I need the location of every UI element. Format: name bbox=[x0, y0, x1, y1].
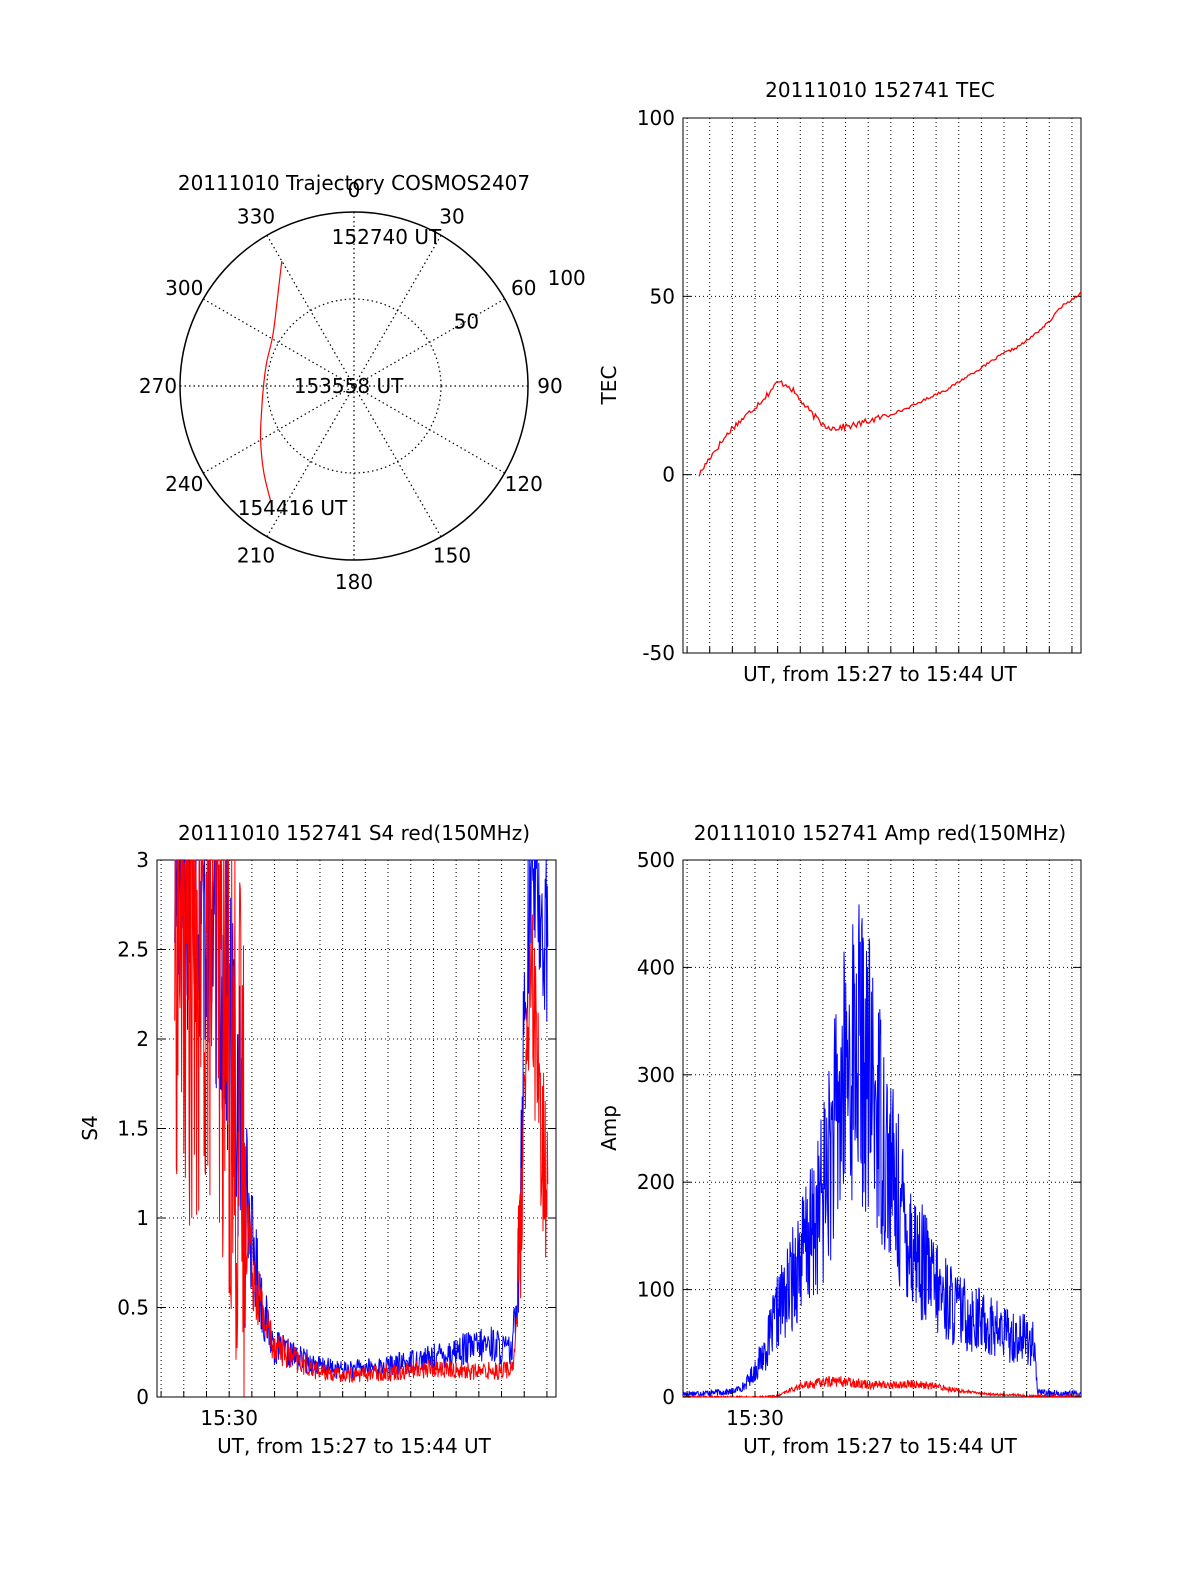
y-tick-label: 1.5 bbox=[117, 1117, 149, 1141]
polar-radial-labels: 50 100 bbox=[454, 266, 586, 334]
polar-time-annotation: 154416 UT bbox=[238, 496, 348, 520]
y-tick-label: 100 bbox=[637, 106, 675, 130]
polar-azimuth-label: 150 bbox=[433, 544, 471, 568]
polar-azimuth-label: 0 bbox=[348, 178, 361, 202]
polar-radial-label: 50 bbox=[454, 310, 479, 334]
polar-azimuth-label: 270 bbox=[139, 374, 177, 398]
polar-outer-circle bbox=[179, 211, 529, 561]
amp-y-tick-labels: 0 100 200 300 400 500 bbox=[637, 848, 1081, 1409]
s4-title: 20111010 152741 S4 red(150MHz) bbox=[178, 821, 530, 845]
amp-title: 20111010 152741 Amp red(150MHz) bbox=[694, 821, 1066, 845]
tec-title: 20111010 152741 TEC bbox=[765, 78, 995, 102]
s4-panel: 20111010 152741 S4 red(150MHz) 0 0.5 1 1.5 2… bbox=[78, 821, 557, 1458]
y-tick-label: 400 bbox=[637, 955, 675, 979]
polar-azimuth-label: 180 bbox=[335, 570, 373, 594]
polar-time-annotation: 152740 UT bbox=[332, 225, 442, 249]
polar-azimuth-label: 120 bbox=[505, 472, 543, 496]
x-tick-label: 15:30 bbox=[726, 1406, 784, 1430]
polar-azimuth-label: 300 bbox=[165, 276, 203, 300]
x-tick-label: 15:30 bbox=[200, 1406, 258, 1430]
series-line bbox=[698, 291, 1082, 477]
y-tick-label: 200 bbox=[637, 1170, 675, 1194]
polar-azimuth-label: 210 bbox=[237, 544, 275, 568]
polar-annotations: 152740 UT 153558 UT 154416 UT bbox=[238, 225, 442, 520]
polar-grid bbox=[180, 212, 528, 560]
s4-series bbox=[174, 858, 549, 1397]
tec-plot-frame bbox=[682, 117, 1082, 654]
polar-azimuth-label: 240 bbox=[165, 472, 203, 496]
series-line bbox=[174, 858, 549, 1397]
y-tick-label: 2.5 bbox=[117, 938, 149, 962]
tec-panel: 20111010 152741 TEC -50 0 50 100 UT, from 1… bbox=[597, 78, 1082, 686]
polar-azimuth-label: 60 bbox=[511, 276, 536, 300]
y-tick-label: -50 bbox=[642, 641, 675, 665]
amp-x-axis-label: UT, from 15:27 to 15:44 UT bbox=[743, 1434, 1018, 1458]
y-tick-label: 3 bbox=[136, 848, 149, 872]
amp-x-tick-labels: 15:30 bbox=[686, 1391, 1073, 1430]
y-tick-label: 500 bbox=[637, 848, 675, 872]
y-tick-label: 1 bbox=[136, 1206, 149, 1230]
s4-x-tick-labels: 15:30 bbox=[160, 1391, 548, 1430]
y-tick-label: 0 bbox=[662, 1385, 675, 1409]
tec-x-tick-labels bbox=[686, 647, 1073, 653]
polar-azimuth-label: 330 bbox=[237, 204, 275, 228]
polar-trajectory-panel: 20111010 Trajectory COSMOS2407 0 30 60 90 12… bbox=[139, 171, 586, 594]
polar-azimuth-label: 30 bbox=[439, 204, 464, 228]
polar-radial-label: 100 bbox=[548, 266, 586, 290]
s4-y-tick-labels: 0 0.5 1 1.5 2 2.5 3 bbox=[117, 848, 556, 1409]
tec-y-tick-labels: -50 0 50 100 bbox=[637, 106, 1081, 665]
s4-y-axis-label: S4 bbox=[78, 1115, 102, 1140]
amp-y-axis-label: Amp bbox=[597, 1105, 621, 1151]
tec-y-axis-label: TEC bbox=[597, 366, 621, 406]
polar-time-annotation: 153558 UT bbox=[294, 374, 404, 398]
y-tick-label: 0 bbox=[662, 463, 675, 487]
tec-series bbox=[698, 291, 1082, 477]
y-tick-label: 100 bbox=[637, 1278, 675, 1302]
polar-azimuth-label: 90 bbox=[537, 374, 562, 398]
y-tick-label: 300 bbox=[637, 1063, 675, 1087]
y-tick-label: 2 bbox=[136, 1027, 149, 1051]
y-tick-label: 0 bbox=[136, 1385, 149, 1409]
polar-azimuth-labels: 0 30 60 90 120 150 180 210 240 270 300 330 bbox=[139, 178, 563, 594]
tec-x-axis-label: UT, from 15:27 to 15:44 UT bbox=[743, 662, 1018, 686]
amp-series bbox=[682, 904, 1082, 1399]
polar-title: 20111010 Trajectory COSMOS2407 bbox=[178, 171, 530, 195]
s4-x-axis-label: UT, from 15:27 to 15:44 UT bbox=[217, 1434, 492, 1458]
series-line bbox=[682, 1375, 1082, 1399]
satellite-track-line bbox=[259, 260, 283, 508]
y-tick-label: 0.5 bbox=[117, 1296, 149, 1320]
y-tick-label: 50 bbox=[650, 284, 675, 308]
amp-plot-frame bbox=[682, 859, 1082, 1398]
amp-panel: 20111010 152741 Amp red(150MHz) 0 100 200 3… bbox=[597, 821, 1082, 1458]
series-line bbox=[682, 904, 1082, 1399]
